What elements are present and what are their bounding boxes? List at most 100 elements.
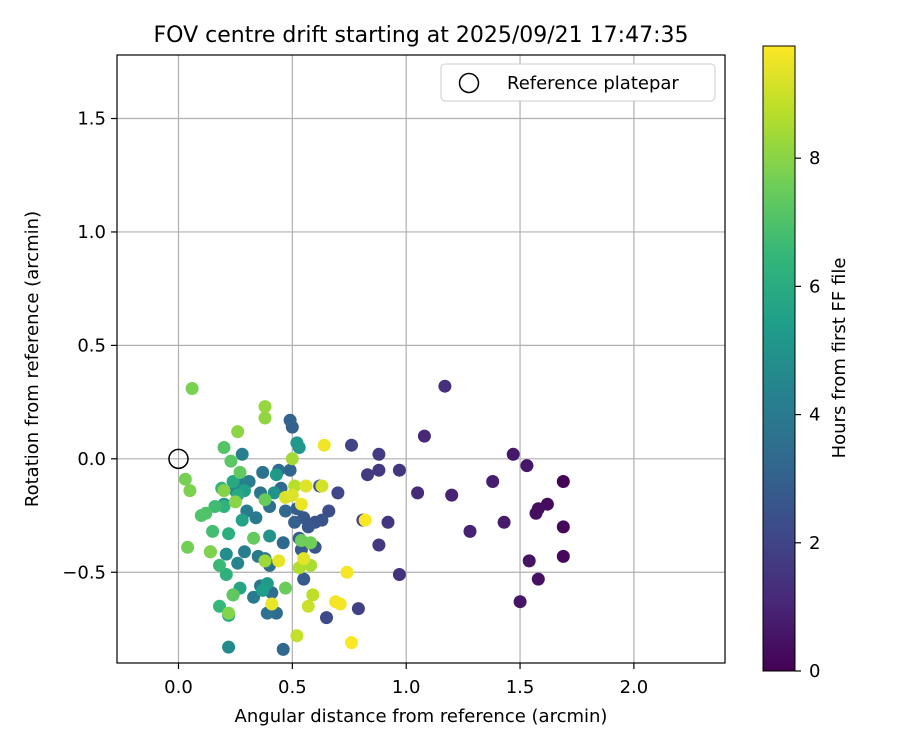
x-tick-label: 1.0 [392,677,421,698]
data-point [235,513,249,527]
x-tick-label: 0.0 [164,677,193,698]
data-point [231,556,245,570]
data-point [258,554,272,568]
x-axis-label: Angular distance from reference (arcmin) [235,706,608,727]
colorbar-label: Hours from first FF file [829,258,850,459]
data-point [213,599,226,613]
data-point [276,536,290,550]
data-point [392,568,406,581]
data-point [247,531,261,545]
legend-marker [458,72,480,94]
data-point [285,452,299,466]
data-point [486,475,500,488]
data-point [183,484,197,498]
data-point [361,468,374,482]
data-points [178,379,570,656]
data-point [238,545,251,559]
data-point [320,611,333,625]
data-point [226,475,240,488]
data-point [297,552,311,566]
data-point [279,504,292,518]
colorbar-tick-label: 0 [809,661,820,682]
data-point [222,527,236,541]
y-tick-label: 0.0 [77,449,106,470]
data-point [522,554,536,568]
data-point [194,509,208,522]
data-point [351,602,365,616]
colorbar-tick-label: 6 [809,276,820,297]
y-tick-label: 1.0 [77,222,106,243]
data-point [231,425,245,439]
data-point [181,540,195,554]
data-point [372,447,386,461]
data-point [178,472,192,486]
data-point [213,558,226,572]
data-point [358,513,372,527]
data-point [345,636,358,650]
data-point [258,400,272,414]
data-point [269,468,283,482]
x-tick-label: 1.5 [506,677,535,698]
data-point [224,454,238,468]
colorbar-ticks: 0 2 4 6 8 [795,148,820,682]
x-tick-label: 0.5 [278,677,307,698]
data-point [219,568,233,581]
data-point [513,595,527,609]
data-point [497,515,511,529]
legend: Reference platepar [440,63,716,102]
grid [117,55,725,663]
chart-title: FOV centre drift starting at 2025/09/21 … [154,23,689,48]
x-axis-ticks: 0.0 0.5 1.0 1.5 2.0 [164,663,648,698]
reference-platepar-point [168,448,189,470]
data-point [297,572,311,586]
data-point [276,642,290,656]
data-point [345,438,358,452]
colorbar-tick-label: 4 [809,405,820,426]
data-point [222,606,236,620]
data-point [306,588,320,602]
legend-label: Reference platepar [507,73,679,94]
data-point [288,515,302,529]
data-point [203,545,217,559]
data-point [249,511,263,525]
data-point [290,629,304,643]
data-point [529,506,543,520]
data-point [392,463,406,477]
data-point [265,597,279,611]
y-tick-label: −0.5 [62,562,106,583]
data-point [331,486,345,500]
data-point [217,500,231,513]
colorbar-tick-label: 2 [809,533,820,554]
data-point [263,529,277,543]
data-point [233,465,247,479]
x-tick-label: 2.0 [620,677,649,698]
data-point [317,438,331,452]
data-point [272,554,286,568]
data-point [267,486,281,500]
data-point [217,441,231,454]
data-point [333,597,347,611]
data-point [438,379,452,393]
data-point [258,493,272,507]
data-point [226,588,240,602]
data-point [299,479,313,493]
data-point [294,497,308,511]
data-point [185,382,199,395]
data-point [247,590,261,604]
data-point [417,429,431,443]
data-point [206,524,220,538]
data-point [217,484,231,498]
data-point [463,524,477,538]
data-point [556,475,570,488]
data-point [256,583,270,597]
data-point [304,536,318,550]
data-point [372,538,386,552]
data-point [340,565,354,579]
data-point [315,479,329,493]
colorbar-tick-label: 8 [809,148,820,169]
data-point [283,463,297,477]
reference-marker [168,448,189,470]
data-point [228,495,242,509]
data-point [208,500,222,513]
